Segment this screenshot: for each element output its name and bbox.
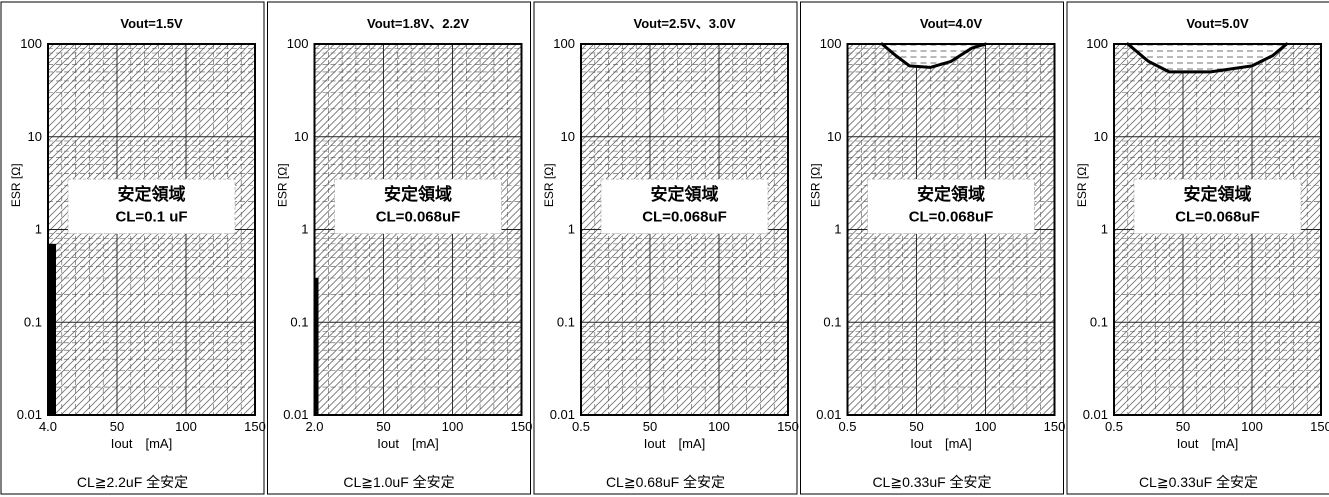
- capacitance-label: CL=0.068uF: [1175, 209, 1260, 226]
- x-axis-label: Iout [mA]: [644, 436, 705, 451]
- x-tick-label: 100: [1241, 419, 1263, 434]
- x-tick-label: 100: [175, 419, 197, 434]
- x-tick-label: 50: [1176, 419, 1190, 434]
- y-tick-label: 0.01: [283, 407, 308, 422]
- footer-note: CL≧0.68uF 全安定: [606, 474, 725, 490]
- stability-boundary-line: [880, 42, 987, 69]
- chart-title: Vout=1.5V: [120, 16, 183, 31]
- x-tick-label: 150: [244, 419, 266, 434]
- x-tick-label: 150: [1310, 419, 1329, 434]
- y-tick-label: 0.01: [17, 407, 42, 422]
- stable-region-label: 安定領域: [384, 184, 452, 204]
- chart-title: Vout=5.0V: [1186, 16, 1249, 31]
- unstable-region: [1127, 44, 1287, 72]
- plot-frame: [313, 43, 523, 416]
- x-start-label: 2.0: [305, 419, 323, 434]
- x-tick-label: 150: [511, 419, 533, 434]
- chart-panel: 安定領域 CL=0.068uF Vout=4.0V 100 10 1 0.1 0.01 ESR …: [800, 1, 1066, 495]
- y-tick-label: 0.01: [816, 407, 841, 422]
- footer-note: CL≧0.33uF 全安定: [872, 474, 991, 490]
- x-tick-label: 100: [708, 419, 730, 434]
- y-axis-label: ESR [Ω]: [809, 163, 823, 207]
- x-tick-label: 100: [442, 419, 464, 434]
- x-axis-label: Iout [mA]: [377, 436, 438, 451]
- footer-note: CL≧2.2uF 全安定: [77, 474, 188, 490]
- y-tick-label: 10: [1094, 129, 1108, 144]
- stable-region-label: 安定領域: [651, 184, 719, 204]
- y-tick-label: 1: [834, 222, 841, 237]
- x-start-label: 0.5: [1105, 419, 1123, 434]
- y-tick-label: 0.01: [1083, 407, 1108, 422]
- y-tick-label: 100: [820, 36, 842, 51]
- x-axis-label: Iout [mA]: [910, 436, 971, 451]
- x-axis-label: Iout [mA]: [111, 436, 172, 451]
- plot-frame: [580, 43, 789, 416]
- y-tick-label: 100: [287, 36, 309, 51]
- unstable-region: [882, 44, 986, 68]
- x-start-label: 4.0: [39, 419, 57, 434]
- chart-panel: 安定領域 CL=0.068uF Vout=1.8V、2.2V 100 10 1 0.1 0.0…: [267, 1, 533, 495]
- stable-label-box: [1133, 178, 1302, 235]
- y-tick-label: 0.1: [24, 314, 42, 329]
- plot-frame: [846, 43, 1056, 416]
- y-tick-label: 10: [827, 129, 841, 144]
- footer-note: CL≧1.0uF 全安定: [343, 474, 454, 490]
- capacitance-label: CL=0.1 uF: [115, 209, 187, 226]
- chart-panel: 安定領域 CL=0.068uF Vout=5.0V 100 10 1 0.1 0.01 ESR …: [1066, 1, 1329, 495]
- y-tick-label: 10: [28, 129, 42, 144]
- x-tick-label: 50: [376, 419, 390, 434]
- unstable-bar: [314, 277, 319, 415]
- y-tick-label: 100: [1086, 36, 1108, 51]
- x-tick-label: 150: [777, 419, 799, 434]
- x-start-label: 0.5: [572, 419, 590, 434]
- y-tick-label: 0.1: [823, 314, 841, 329]
- y-tick-label: 0.1: [557, 314, 575, 329]
- unstable-bar: [48, 243, 56, 415]
- chart-title: Vout=2.5V、3.0V: [634, 16, 736, 31]
- x-axis-label: Iout [mA]: [1177, 436, 1238, 451]
- stable-label-box: [334, 178, 502, 235]
- y-axis-label: ESR [Ω]: [276, 163, 290, 207]
- y-axis-label: ESR [Ω]: [1075, 163, 1089, 207]
- y-tick-label: 0.1: [290, 314, 308, 329]
- y-tick-label: 10: [561, 129, 575, 144]
- y-tick-label: 10: [294, 129, 308, 144]
- chart-panel: 安定領域 CL=0.068uF Vout=2.5V、3.0V 100 10 1 0.1 0.0…: [533, 1, 799, 495]
- y-tick-label: 1: [1101, 222, 1108, 237]
- y-tick-label: 0.1: [1090, 314, 1108, 329]
- capacitance-label: CL=0.068uF: [642, 209, 727, 226]
- y-tick-label: 100: [20, 36, 42, 51]
- plot-frame: [47, 43, 256, 416]
- stable-label-box: [67, 178, 236, 235]
- capacitance-label: CL=0.068uF: [909, 209, 994, 226]
- x-start-label: 0.5: [838, 419, 856, 434]
- y-axis-label: ESR [Ω]: [542, 163, 556, 207]
- y-axis-label: ESR [Ω]: [9, 163, 23, 207]
- chart-title: Vout=4.0V: [920, 16, 983, 31]
- y-tick-label: 1: [35, 222, 42, 237]
- chart-panel: 安定領域 CL=0.1 uF Vout=1.5V 100 10 1 0.1 0.01 ESR […: [0, 1, 266, 495]
- stable-region-label: 安定領域: [917, 184, 985, 204]
- x-tick-label: 150: [1044, 419, 1066, 434]
- stable-region-label: 安定領域: [118, 184, 186, 204]
- capacitance-label: CL=0.068uF: [376, 209, 461, 226]
- y-tick-label: 0.01: [550, 407, 575, 422]
- x-tick-label: 100: [975, 419, 997, 434]
- stable-region-label: 安定領域: [1184, 184, 1252, 204]
- x-tick-label: 50: [909, 419, 923, 434]
- x-tick-label: 50: [110, 419, 124, 434]
- footer-note: CL≧0.33uF 全安定: [1139, 474, 1258, 490]
- y-tick-label: 1: [568, 222, 575, 237]
- y-tick-label: 100: [553, 36, 575, 51]
- x-tick-label: 50: [643, 419, 657, 434]
- y-tick-label: 1: [301, 222, 308, 237]
- chart-title: Vout=1.8V、2.2V: [367, 16, 469, 31]
- stability-boundary-line: [1126, 42, 1288, 74]
- stable-label-box: [600, 178, 769, 235]
- stable-label-box: [867, 178, 1035, 235]
- plot-frame: [1113, 43, 1322, 416]
